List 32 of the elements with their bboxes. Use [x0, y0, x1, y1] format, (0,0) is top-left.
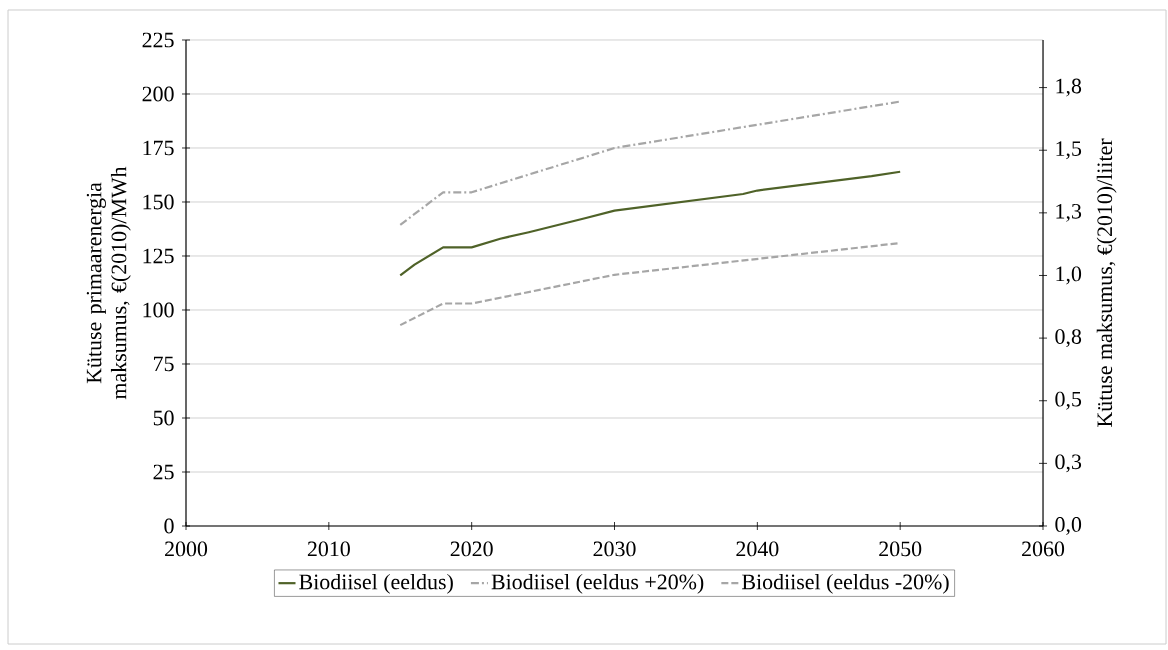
- y2-tick-label: 0,8: [1055, 329, 1082, 348]
- x-tick-label: 2040: [736, 541, 779, 557]
- y2-tick-label: 1,3: [1056, 203, 1082, 222]
- y-tick-label: 75: [154, 356, 174, 372]
- y-tick-label: 0: [164, 518, 174, 534]
- y-tick-label: 175: [143, 140, 174, 156]
- y-tick-label: 125: [143, 248, 174, 264]
- legend-label: Biodiisel (eeldus): [299, 573, 453, 594]
- y2-axis-title: Kütuse maksumus, €(2010)/liiter: [1096, 138, 1117, 427]
- x-tick-label: 2050: [879, 541, 922, 557]
- x-tick-label: 2000: [165, 541, 208, 557]
- y2-tick-label: 0,3: [1055, 454, 1082, 473]
- y-tick-label: 25: [153, 464, 174, 480]
- y2-tick-label: 1,5: [1056, 141, 1082, 160]
- line-series: [399, 170, 902, 277]
- y-tick-label: 50: [153, 410, 174, 426]
- line-series: [399, 100, 902, 226]
- y2-tick-label: 0,5: [1055, 391, 1082, 410]
- y-axis-title: Kütuse primaarenergia maksumus, €(2010)/MWh: [86, 166, 131, 400]
- y2-tick-label: 0,0: [1055, 517, 1082, 535]
- y2-tick-label: 1,8: [1056, 78, 1082, 97]
- y-tick-label: 100: [143, 302, 174, 318]
- y2-tick-label: 1,0: [1056, 266, 1082, 285]
- y-tick-label: 200: [142, 86, 174, 102]
- x-tick-label: 2030: [593, 541, 636, 557]
- x-tick-label: 2020: [450, 541, 493, 557]
- x-tick-label: 2010: [307, 541, 350, 557]
- x-tick-label: 2060: [1022, 541, 1065, 557]
- y-tick-label: 225: [142, 32, 174, 48]
- legend-label: Biodiisel (eeldus -20%): [742, 573, 949, 594]
- y-tick-label: 150: [143, 194, 174, 210]
- legend-label: Biodiisel (eeldus +20%): [491, 573, 704, 594]
